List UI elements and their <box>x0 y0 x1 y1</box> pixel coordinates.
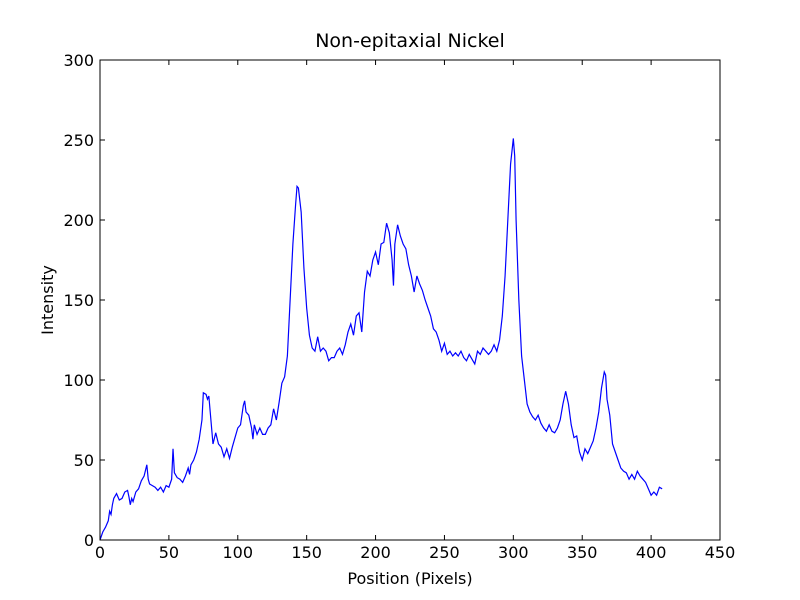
x-tick-label: 300 <box>498 543 529 562</box>
x-tick-label: 0 <box>95 543 105 562</box>
x-tick-label: 450 <box>705 543 736 562</box>
x-tick-label: 150 <box>291 543 322 562</box>
x-tick-label: 200 <box>360 543 391 562</box>
x-axis-label: Position (Pixels) <box>347 569 472 588</box>
x-tick-label: 250 <box>429 543 460 562</box>
x-tick-label: 50 <box>159 543 179 562</box>
x-tick-label: 350 <box>567 543 598 562</box>
x-tick-label: 100 <box>223 543 254 562</box>
y-tick-label: 150 <box>63 291 94 310</box>
chart-title: Non-epitaxial Nickel <box>315 30 505 52</box>
y-tick-label: 300 <box>63 51 94 70</box>
y-tick-label: 200 <box>63 211 94 230</box>
y-axis-label: Intensity <box>38 265 57 335</box>
data-line <box>99 138 663 541</box>
y-tick-label: 250 <box>63 131 94 150</box>
y-tick-label: 50 <box>74 451 94 470</box>
y-tick-label: 100 <box>63 371 94 390</box>
x-tick-label: 400 <box>636 543 667 562</box>
plot-area <box>99 138 663 541</box>
y-tick-label: 0 <box>84 531 94 550</box>
